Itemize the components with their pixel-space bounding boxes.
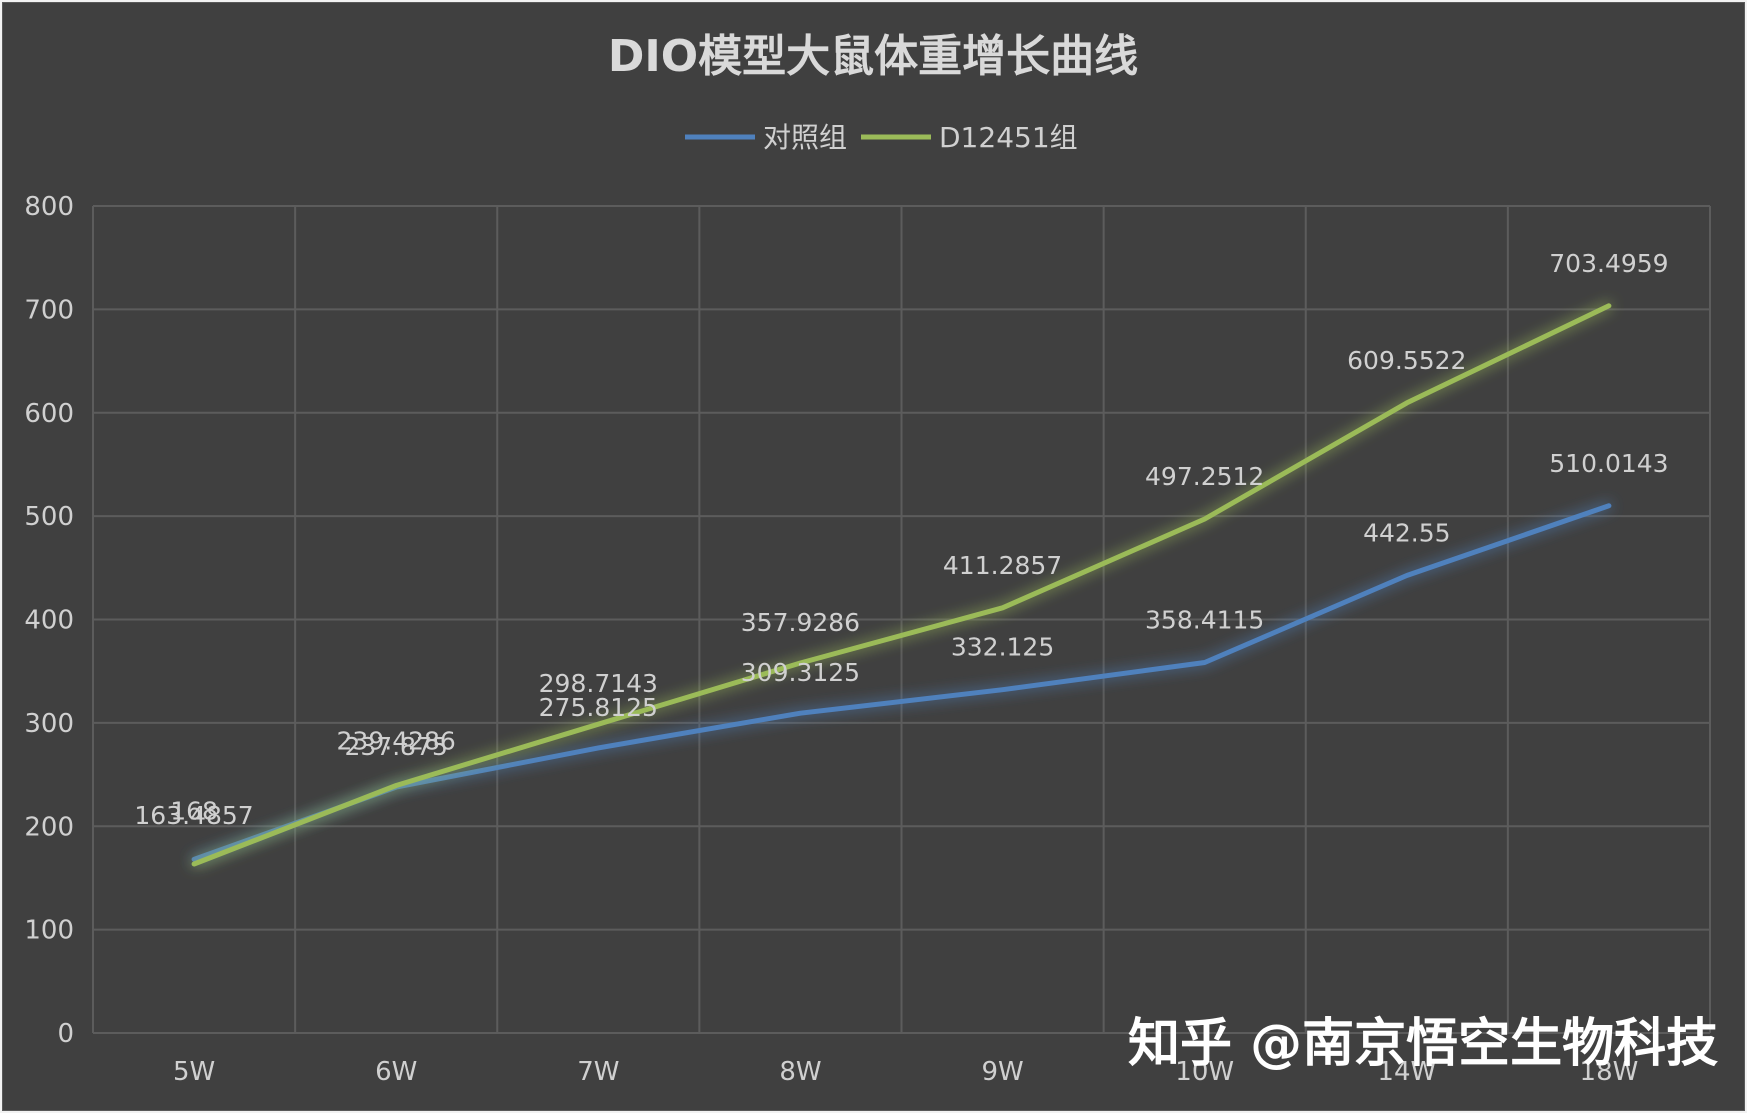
y-tick-label-3: 300 [24,709,74,739]
data-point-1-5 [1202,516,1207,521]
series-line-1 [191,303,1612,867]
data-label-1-4: 411.2857 [943,551,1062,580]
y-axis-ticks: 0 100 200 300 400 500 600 700 800 [24,192,74,1049]
y-tick-label-6: 600 [24,399,74,429]
series-line-0 [191,503,1612,862]
chart-title: DIO模型大鼠体重增长曲线 [608,31,1138,82]
data-label-0-0: 168 [170,796,218,825]
data-label-0-1: 237.875 [344,732,447,761]
data-point-1-3 [798,660,803,665]
y-tick-label-8: 800 [24,192,74,222]
data-label-1-0: 163.4857 [134,801,253,830]
data-label-1-5: 497.2512 [1145,462,1264,491]
data-label-0-7: 510.0143 [1549,449,1668,478]
x-tick-label-6: 14W [1377,1057,1436,1087]
line-chart: DIO模型大鼠体重增长曲线 对照组 D12451组 0 100 200 300 400 5… [24,31,1718,1087]
data-label-0-3: 309.3125 [741,658,860,687]
data-point-1-1 [394,783,399,788]
data-labels: 168 237.875 275.8125 309.3125 332.125 358.411… [134,249,1668,830]
data-label-1-6: 609.5522 [1347,346,1466,375]
data-point-0-3 [798,711,803,716]
data-point-1-7 [1606,303,1611,308]
y-tick-label-4: 400 [24,606,74,636]
x-tick-label-1: 6W [375,1057,417,1087]
data-label-0-5: 358.4115 [1145,605,1264,634]
y-tick-label-1: 100 [24,916,74,946]
legend-label-d12451: D12451组 [939,121,1078,154]
y-tick-label-0: 0 [57,1019,74,1049]
data-label-1-1: 239.4286 [337,726,456,755]
x-tick-label-4: 9W [981,1057,1023,1087]
data-point-1-4 [1000,605,1005,610]
data-label-1-7: 703.4959 [1549,249,1668,278]
y-tick-label-7: 700 [24,295,74,325]
watermark-text: 知乎 @南京悟空生物科技 [1128,1014,1718,1074]
data-point-0-6 [1404,573,1409,578]
legend-label-control: 对照组 [763,121,847,154]
y-tick-label-5: 500 [24,502,74,532]
data-label-0-2: 275.8125 [539,693,658,722]
x-tick-label-3: 8W [779,1057,821,1087]
legend: 对照组 D12451组 [685,121,1078,154]
data-label-0-4: 332.125 [951,633,1054,662]
data-point-0-7 [1606,503,1611,508]
data-point-0-5 [1202,660,1207,665]
data-point-0-4 [1000,687,1005,692]
x-tick-label-7: 18W [1580,1057,1639,1087]
data-label-1-3: 357.9286 [741,608,860,637]
data-label-0-6: 442.55 [1363,519,1450,548]
data-label-1-2: 298.7143 [539,669,658,698]
data-point-1-6 [1404,400,1409,405]
y-tick-label-2: 200 [24,812,74,842]
data-point-0-2 [596,745,601,750]
x-tick-label-5: 10W [1175,1057,1234,1087]
data-point-1-0 [192,861,197,866]
data-point-1-2 [596,722,601,727]
x-tick-label-0: 5W [173,1057,215,1087]
x-tick-label-2: 7W [577,1057,619,1087]
x-axis-ticks: 5W 6W 7W 8W 9W 10W 14W 18W [173,1057,1638,1087]
series-lines [191,303,1612,867]
gridlines [92,205,1711,1034]
data-point-0-0 [192,857,197,862]
